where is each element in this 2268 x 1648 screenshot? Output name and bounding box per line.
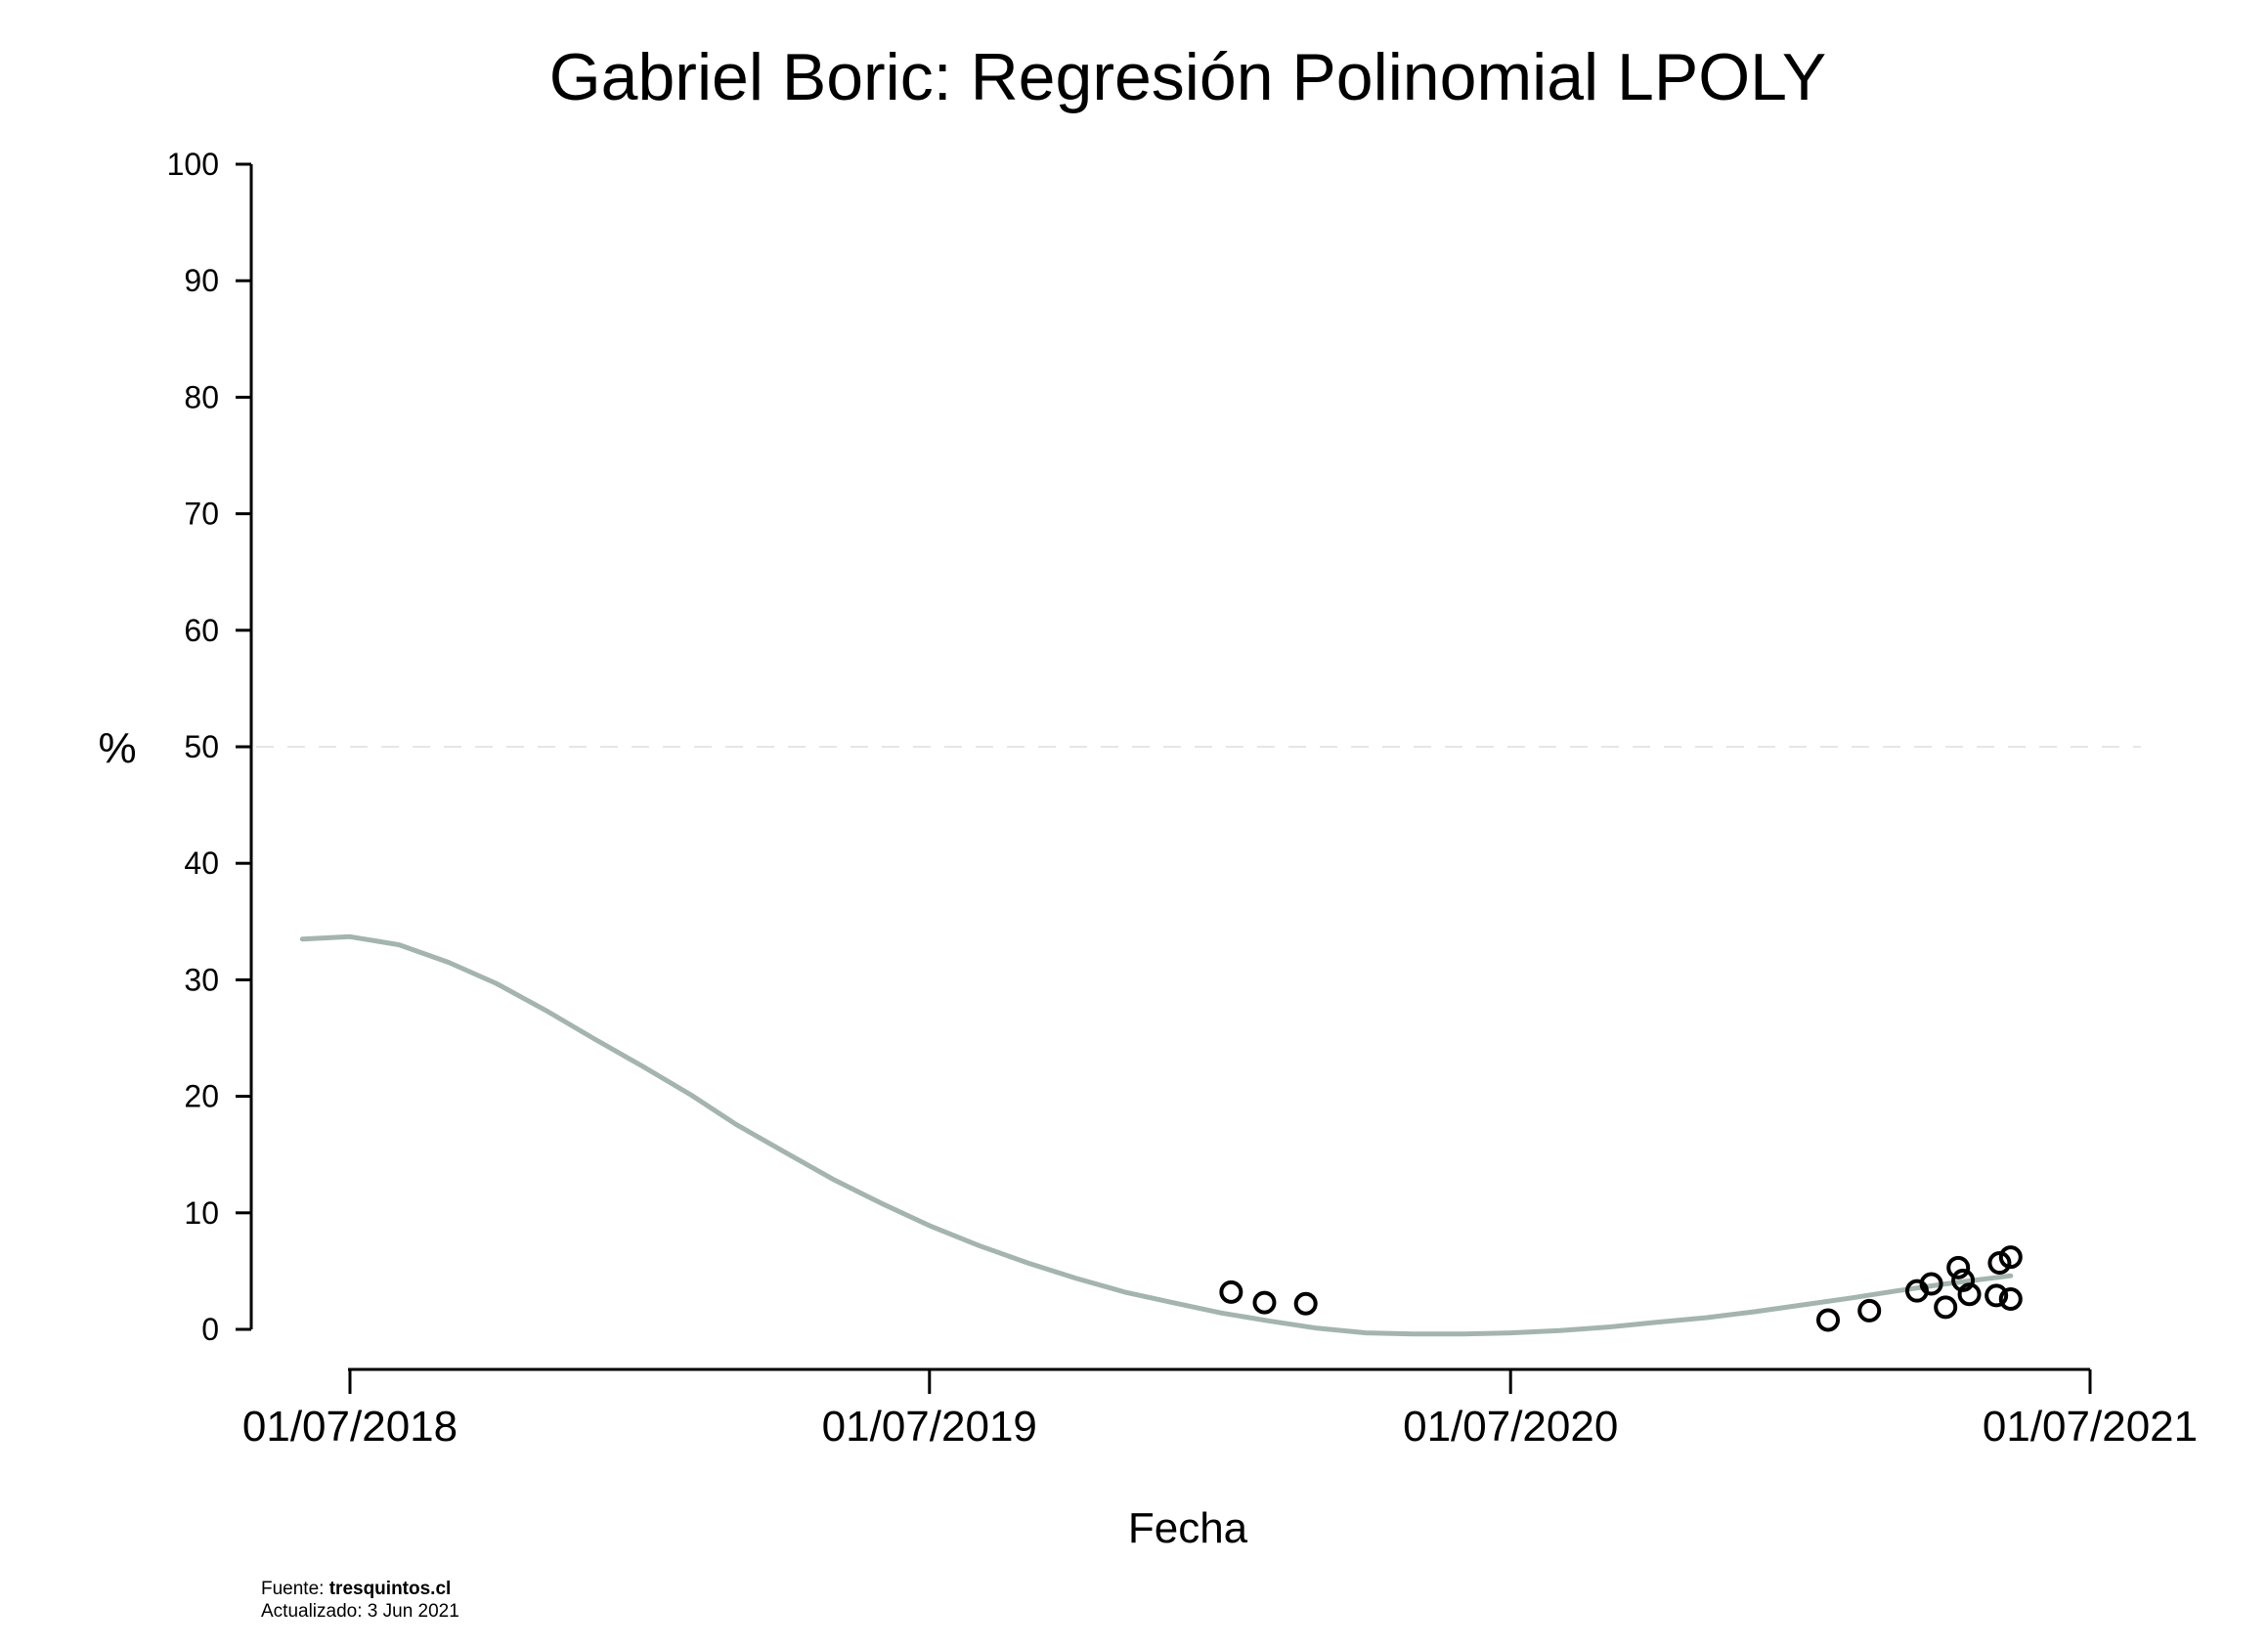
y-tick-label: 30 [184,962,219,997]
data-point [1934,1295,1958,1320]
y-tick-label: 0 [201,1312,219,1347]
x-tick-label: 01/07/2020 [1403,1403,1618,1451]
fit-line [299,933,2014,1337]
y-tick-label: 100 [167,147,219,182]
data-point [1816,1308,1841,1332]
source-label: Fuente: [261,1579,329,1599]
x-tick-label: 01/07/2018 [242,1403,458,1451]
data-point [1252,1290,1277,1315]
y-tick-label: 20 [184,1079,219,1114]
x-tick-label: 01/07/2021 [1983,1403,2198,1451]
data-point [1219,1279,1243,1304]
x-axis-ticks: 01/07/2018 01/07/2019 01/07/2020 01/07/2021 [242,1369,2198,1451]
data-point [1946,1255,1971,1279]
y-tick-label: 10 [184,1195,219,1231]
data-point [1987,1251,2012,1276]
x-tick-label: 01/07/2019 [822,1403,1037,1451]
data-point [1951,1268,1976,1292]
data-point [1998,1287,2023,1312]
data-point [1984,1283,2009,1308]
source-note: Fuente: tresquintos.cl [261,1579,451,1599]
y-axis-label: % [98,724,136,772]
data-point [1998,1245,2023,1270]
y-tick-label: 90 [184,263,219,298]
data-point [1957,1282,1982,1307]
source-value: tresquintos.cl [329,1579,452,1599]
y-axis-ticks: 0 10 20 30 40 50 60 70 80 90 100 [167,147,251,1347]
data-point [1857,1298,1882,1323]
y-tick-label: 40 [184,846,219,881]
y-tick-label: 70 [184,497,219,532]
data-points [1219,1245,2023,1332]
y-tick-label: 60 [184,613,219,648]
data-point [1919,1272,1943,1296]
data-point [1293,1291,1318,1316]
x-axis-label: Fecha [1128,1504,1248,1552]
y-tick-label: 80 [184,379,219,414]
chart-title: Gabriel Boric: Regresión Polinomial LPOL… [549,40,1826,114]
updated-note: Actualizado: 3 Jun 2021 [261,1601,459,1622]
y-tick-label: 50 [184,729,219,764]
